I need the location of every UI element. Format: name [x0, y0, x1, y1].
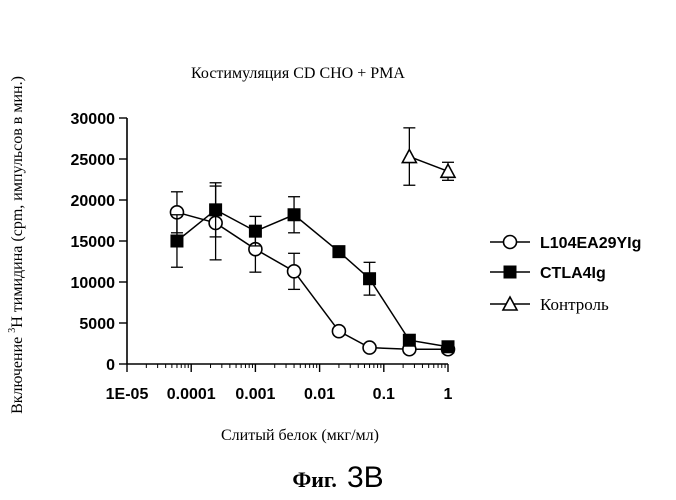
- data-point: [441, 164, 455, 177]
- y-tick-label: 10000: [71, 275, 116, 292]
- data-point: [170, 235, 183, 248]
- series-line: [177, 210, 448, 347]
- data-point: [249, 225, 262, 238]
- legend-label: L104EA29YIg: [540, 235, 641, 252]
- y-tick-label: 5000: [79, 316, 115, 333]
- x-axis: 1E-05 0.0001 0.001 0.01 0.1 1: [106, 364, 453, 403]
- y-axis-label-rest: H тимидина (cpm, импульсов в мин.): [9, 76, 26, 328]
- x-axis-label: Слитый белок (мкг/мл): [221, 427, 379, 444]
- figure-caption-prefix: Фиг.: [292, 467, 337, 492]
- data-point: [332, 325, 345, 338]
- y-tick-label: 30000: [71, 111, 116, 128]
- x-tick-label: 0.1: [373, 386, 395, 403]
- x-tick-label: 1: [444, 386, 453, 403]
- legend-label: CTLA4Ig: [540, 265, 606, 282]
- y-axis: 0 5000 10000 15000 20000 25000 30000: [71, 111, 128, 374]
- legend-label: Контроль: [540, 295, 609, 314]
- figure-caption: Фиг. 3B: [292, 461, 383, 494]
- series-line: [177, 212, 448, 349]
- data-point: [403, 334, 416, 347]
- series-1: [170, 183, 454, 354]
- y-tick-label: 15000: [71, 234, 116, 251]
- plot-area: [170, 128, 455, 356]
- y-axis-label: Включение 3H тимидина (cpm, импульсов в …: [7, 76, 26, 414]
- y-axis-label-prefix: Включение: [9, 333, 26, 414]
- data-point: [332, 245, 345, 258]
- figure-caption-number: 3B: [347, 461, 384, 494]
- x-tick-group: 1E-05 0.0001 0.001 0.01 0.1 1: [106, 364, 453, 403]
- data-point: [288, 265, 301, 278]
- data-point: [209, 203, 222, 216]
- data-point: [363, 272, 376, 285]
- data-point: [402, 150, 416, 163]
- y-tick-label: 25000: [71, 152, 116, 169]
- x-tick-label: 0.001: [235, 386, 275, 403]
- legend-marker: [504, 236, 517, 249]
- chart-title: Костимуляция CD CHO + PMA: [191, 65, 405, 82]
- y-tick-label: 20000: [71, 193, 116, 210]
- x-tick-label: 0.01: [304, 386, 335, 403]
- legend-item-0: L104EA29YIg: [490, 235, 641, 252]
- legend: L104EA29YIg CTLA4Ig Контроль: [490, 235, 641, 314]
- data-point: [288, 208, 301, 221]
- y-tick-group: 0 5000 10000 15000 20000 25000 30000: [71, 111, 128, 374]
- legend-item-2: Контроль: [490, 295, 609, 314]
- legend-marker: [504, 266, 517, 279]
- series-2: [402, 128, 455, 185]
- data-point: [363, 341, 376, 354]
- x-tick-label: 0.0001: [167, 386, 216, 403]
- data-point: [442, 340, 455, 353]
- legend-item-1: CTLA4Ig: [490, 265, 606, 282]
- y-tick-label: 0: [106, 357, 115, 374]
- x-tick-label: 1E-05: [106, 386, 149, 403]
